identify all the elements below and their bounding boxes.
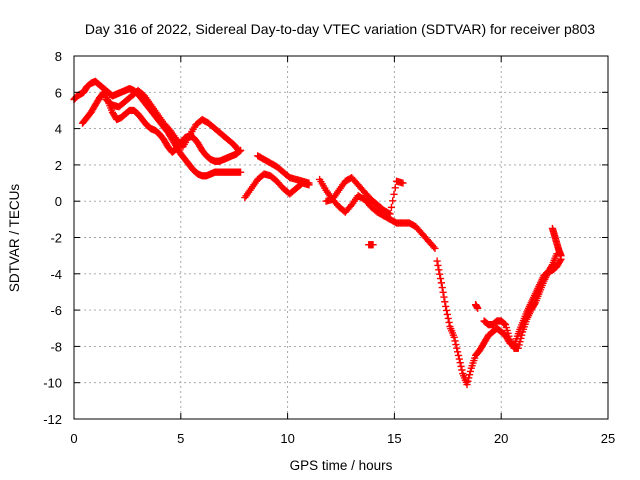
data-point: [455, 355, 463, 363]
data-point: [518, 331, 526, 339]
data-point: [389, 197, 397, 205]
data-point: [433, 257, 441, 265]
data-point: [443, 310, 451, 319]
data-point: [463, 380, 471, 389]
data-point: [434, 261, 442, 270]
y-tick-label: 8: [55, 49, 62, 64]
data-series: [316, 175, 439, 252]
data-point: [386, 210, 394, 218]
data-point: [444, 314, 452, 323]
data-series: [102, 86, 243, 154]
x-tick-label: 20: [494, 431, 508, 446]
data-point: [445, 318, 453, 327]
data-point: [237, 168, 245, 176]
data-point: [387, 203, 396, 211]
x-tick-label: 25: [601, 431, 615, 446]
x-tick-label: 5: [177, 431, 184, 446]
data-point: [442, 306, 451, 315]
data-point: [464, 377, 472, 385]
data-point: [517, 334, 525, 343]
x-axis-label: GPS time / hours: [290, 458, 393, 473]
data-point: [431, 244, 439, 252]
data-point: [390, 190, 398, 198]
tick-labels: 0 5 10 15 20 25 -12 -10 -8 -6 -4 -2 0 2 4 6 8: [43, 49, 615, 446]
y-tick-label: -2: [50, 231, 62, 246]
axis-ticks: [73, 55, 609, 420]
data-point: [457, 362, 465, 370]
y-tick-label: 0: [55, 194, 62, 209]
chart-title: Day 316 of 2022, Sidereal Day-to-day VTE…: [85, 21, 595, 37]
y-tick-label: 2: [55, 158, 62, 173]
data-point: [454, 351, 463, 360]
data-point: [436, 270, 444, 278]
data-point: [465, 374, 473, 382]
x-tick-label: 15: [387, 431, 401, 446]
x-tick-label: 10: [280, 431, 294, 446]
data-point: [369, 241, 377, 249]
data-point: [501, 320, 509, 328]
data-point: [441, 298, 449, 306]
data-point: [465, 371, 474, 379]
data-point: [474, 304, 482, 312]
grid-lines: [74, 56, 608, 419]
data-point: [442, 302, 450, 311]
data-point: [430, 243, 438, 251]
data-point: [451, 337, 459, 345]
data-series: [471, 224, 565, 312]
data-point: [516, 338, 524, 346]
data-point: [514, 344, 522, 352]
y-tick-label: -6: [50, 303, 62, 318]
x-tick-label: 0: [70, 431, 77, 446]
data-point: [453, 344, 461, 352]
data-point: [305, 179, 313, 187]
y-tick-label: -12: [43, 412, 62, 427]
data-point: [436, 274, 445, 283]
data-series: [480, 250, 561, 352]
data-point: [458, 366, 466, 374]
data-point: [438, 283, 446, 292]
data-series: [322, 174, 407, 218]
data-series: [365, 241, 565, 389]
data-point: [454, 348, 462, 356]
data-series: [254, 152, 313, 187]
data-point: [456, 359, 464, 367]
data-point: [466, 367, 475, 376]
data-point: [548, 262, 556, 270]
data-point: [452, 340, 460, 349]
data-point: [440, 293, 448, 301]
y-tick-label: 4: [55, 122, 62, 137]
y-tick-label: -8: [50, 339, 62, 354]
y-axis-label: SDTVAR / TECUs: [7, 184, 22, 293]
data-point: [437, 279, 445, 287]
y-tick-label: -10: [43, 376, 62, 391]
data-points: [70, 77, 565, 389]
data-point: [391, 184, 399, 192]
data-point: [450, 333, 458, 341]
data-point: [234, 145, 242, 153]
data-point: [435, 266, 443, 274]
data-point: [399, 179, 407, 187]
data-point: [385, 209, 393, 217]
data-point: [530, 300, 539, 308]
y-tick-label: -4: [50, 267, 62, 282]
data-point: [439, 288, 447, 296]
data-series: [241, 170, 313, 202]
data-point: [515, 341, 523, 349]
data-point: [557, 252, 565, 260]
y-tick-label: 6: [55, 85, 62, 100]
data-point: [234, 146, 243, 154]
